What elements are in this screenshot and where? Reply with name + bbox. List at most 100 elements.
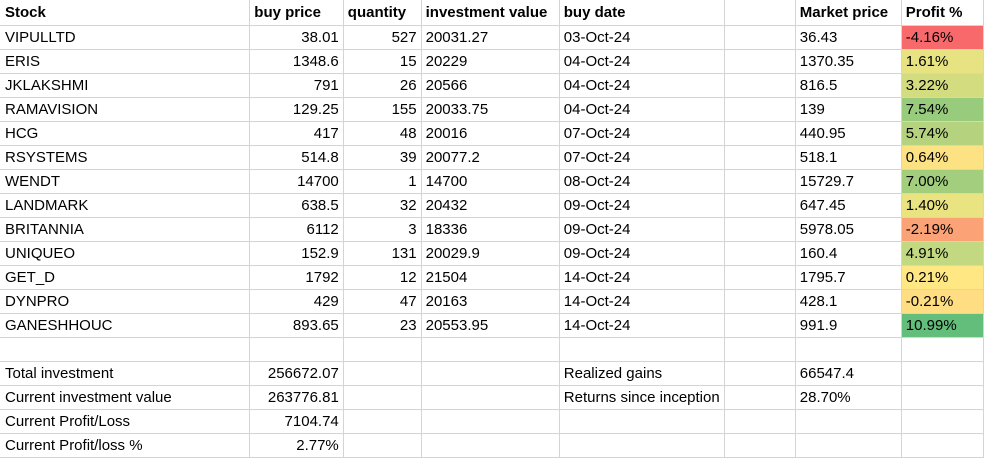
header-cell-investment-value[interactable]: investment value bbox=[421, 0, 560, 26]
empty-cell[interactable] bbox=[0, 337, 251, 362]
buy-date-cell[interactable]: 04-Oct-24 bbox=[559, 49, 725, 74]
quantity-cell[interactable]: 1 bbox=[343, 169, 422, 194]
investment-value-cell[interactable]: 20033.75 bbox=[421, 97, 560, 122]
stock-cell[interactable]: RSYSTEMS bbox=[0, 145, 251, 170]
empty-cell[interactable] bbox=[421, 337, 560, 362]
investment-value-cell[interactable]: 20229 bbox=[421, 49, 560, 74]
empty-cell[interactable] bbox=[724, 265, 796, 290]
stock-cell[interactable]: GET_D bbox=[0, 265, 251, 290]
summary-label-cell[interactable]: Current investment value bbox=[0, 385, 251, 410]
empty-cell[interactable] bbox=[724, 361, 796, 386]
market-price-cell[interactable]: 139 bbox=[795, 97, 902, 122]
profit-pct-cell[interactable]: 7.54% bbox=[901, 97, 984, 122]
profit-pct-cell[interactable]: -0.21% bbox=[901, 289, 984, 314]
empty-cell[interactable] bbox=[724, 289, 796, 314]
empty-cell[interactable] bbox=[249, 337, 344, 362]
profit-pct-cell[interactable]: 0.64% bbox=[901, 145, 984, 170]
stock-cell[interactable]: UNIQUEO bbox=[0, 241, 251, 266]
empty-cell[interactable] bbox=[343, 385, 422, 410]
market-price-cell[interactable]: 1370.35 bbox=[795, 49, 902, 74]
market-price-cell[interactable]: 5978.05 bbox=[795, 217, 902, 242]
stock-cell[interactable]: DYNPRO bbox=[0, 289, 251, 314]
profit-pct-cell[interactable]: 1.40% bbox=[901, 193, 984, 218]
buy-date-cell[interactable]: 03-Oct-24 bbox=[559, 25, 725, 50]
header-cell-profit-pct[interactable]: Profit % bbox=[901, 0, 984, 26]
empty-cell[interactable] bbox=[724, 193, 796, 218]
empty-cell[interactable] bbox=[343, 337, 422, 362]
quantity-cell[interactable]: 12 bbox=[343, 265, 422, 290]
market-price-cell[interactable]: 36.43 bbox=[795, 25, 902, 50]
quantity-cell[interactable]: 15 bbox=[343, 49, 422, 74]
empty-cell[interactable] bbox=[724, 97, 796, 122]
market-price-cell[interactable]: 816.5 bbox=[795, 73, 902, 98]
summary-label-cell[interactable]: Current Profit/loss % bbox=[0, 433, 251, 458]
buy-price-cell[interactable]: 129.25 bbox=[249, 97, 344, 122]
empty-cell[interactable] bbox=[724, 169, 796, 194]
buy-date-cell[interactable]: 09-Oct-24 bbox=[559, 217, 725, 242]
market-price-cell[interactable]: 518.1 bbox=[795, 145, 902, 170]
stock-cell[interactable]: VIPULLTD bbox=[0, 25, 251, 50]
header-cell-empty[interactable] bbox=[724, 0, 796, 26]
stock-cell[interactable]: ERIS bbox=[0, 49, 251, 74]
summary-label-cell[interactable]: Current Profit/Loss bbox=[0, 409, 251, 434]
empty-cell[interactable] bbox=[559, 337, 725, 362]
buy-price-cell[interactable]: 152.9 bbox=[249, 241, 344, 266]
buy-price-cell[interactable]: 429 bbox=[249, 289, 344, 314]
empty-cell[interactable] bbox=[724, 217, 796, 242]
empty-cell[interactable] bbox=[724, 121, 796, 146]
investment-value-cell[interactable]: 20566 bbox=[421, 73, 560, 98]
quantity-cell[interactable]: 3 bbox=[343, 217, 422, 242]
empty-cell[interactable] bbox=[559, 409, 725, 434]
empty-cell[interactable] bbox=[901, 409, 984, 434]
summary-value-cell[interactable]: 263776.81 bbox=[249, 385, 344, 410]
empty-cell[interactable] bbox=[724, 337, 796, 362]
empty-cell[interactable] bbox=[421, 409, 560, 434]
empty-cell[interactable] bbox=[343, 409, 422, 434]
summary-label-cell[interactable]: Total investment bbox=[0, 361, 251, 386]
header-cell-buy-date[interactable]: buy date bbox=[559, 0, 725, 26]
profit-pct-cell[interactable]: 1.61% bbox=[901, 49, 984, 74]
profit-pct-cell[interactable]: -4.16% bbox=[901, 25, 984, 50]
summary-value-cell[interactable]: 2.77% bbox=[249, 433, 344, 458]
quantity-cell[interactable]: 155 bbox=[343, 97, 422, 122]
investment-value-cell[interactable]: 14700 bbox=[421, 169, 560, 194]
summary-value-cell[interactable]: 28.70% bbox=[795, 385, 902, 410]
summary-label-cell[interactable]: Realized gains bbox=[559, 361, 725, 386]
profit-pct-cell[interactable]: 10.99% bbox=[901, 313, 984, 338]
stock-cell[interactable]: JKLAKSHMI bbox=[0, 73, 251, 98]
empty-cell[interactable] bbox=[795, 433, 902, 458]
buy-date-cell[interactable]: 04-Oct-24 bbox=[559, 73, 725, 98]
empty-cell[interactable] bbox=[901, 433, 984, 458]
quantity-cell[interactable]: 23 bbox=[343, 313, 422, 338]
empty-cell[interactable] bbox=[901, 361, 984, 386]
buy-price-cell[interactable]: 417 bbox=[249, 121, 344, 146]
investment-value-cell[interactable]: 20029.9 bbox=[421, 241, 560, 266]
investment-value-cell[interactable]: 20432 bbox=[421, 193, 560, 218]
profit-pct-cell[interactable]: 3.22% bbox=[901, 73, 984, 98]
investment-value-cell[interactable]: 20077.2 bbox=[421, 145, 560, 170]
quantity-cell[interactable]: 527 bbox=[343, 25, 422, 50]
buy-date-cell[interactable]: 07-Oct-24 bbox=[559, 121, 725, 146]
market-price-cell[interactable]: 440.95 bbox=[795, 121, 902, 146]
summary-value-cell[interactable]: 66547.4 bbox=[795, 361, 902, 386]
profit-pct-cell[interactable]: 4.91% bbox=[901, 241, 984, 266]
empty-cell[interactable] bbox=[421, 433, 560, 458]
header-cell-stock[interactable]: Stock bbox=[0, 0, 251, 26]
empty-cell[interactable] bbox=[421, 361, 560, 386]
empty-cell[interactable] bbox=[421, 385, 560, 410]
investment-value-cell[interactable]: 18336 bbox=[421, 217, 560, 242]
buy-price-cell[interactable]: 6112 bbox=[249, 217, 344, 242]
buy-date-cell[interactable]: 04-Oct-24 bbox=[559, 97, 725, 122]
empty-cell[interactable] bbox=[724, 409, 796, 434]
market-price-cell[interactable]: 15729.7 bbox=[795, 169, 902, 194]
summary-label-cell[interactable]: Returns since inception bbox=[559, 385, 725, 410]
empty-cell[interactable] bbox=[724, 145, 796, 170]
investment-value-cell[interactable]: 21504 bbox=[421, 265, 560, 290]
buy-price-cell[interactable]: 638.5 bbox=[249, 193, 344, 218]
buy-date-cell[interactable]: 09-Oct-24 bbox=[559, 241, 725, 266]
market-price-cell[interactable]: 428.1 bbox=[795, 289, 902, 314]
header-cell-buy-price[interactable]: buy price bbox=[249, 0, 344, 26]
quantity-cell[interactable]: 48 bbox=[343, 121, 422, 146]
buy-price-cell[interactable]: 791 bbox=[249, 73, 344, 98]
empty-cell[interactable] bbox=[343, 433, 422, 458]
